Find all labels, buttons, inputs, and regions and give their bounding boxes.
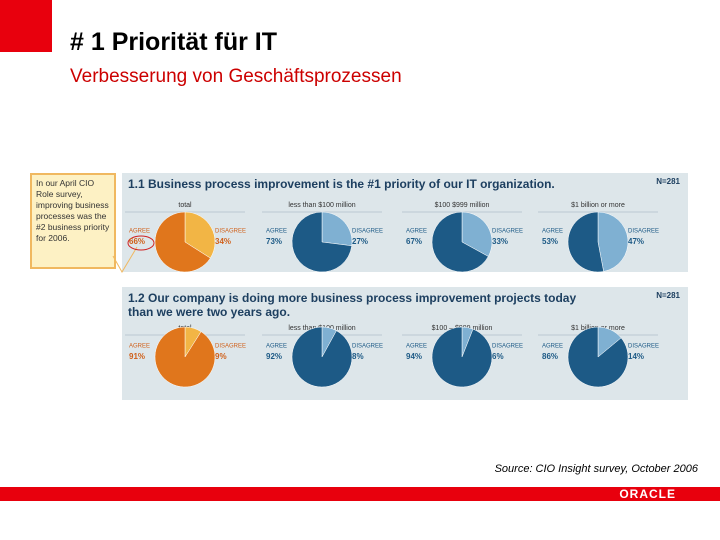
pie-slice [321, 211, 353, 247]
legend-label: AGREE [129, 229, 150, 235]
logo: ORACLE [619, 487, 676, 501]
legend-label: AGREE [542, 344, 563, 350]
value-label: 86% [542, 352, 558, 361]
legend-label: AGREE [266, 229, 287, 235]
value-label: 34% [215, 237, 231, 246]
pie-title: $100 $999 million [435, 202, 490, 209]
legend-label: DISAGREE [215, 229, 246, 235]
source: Source: CIO Insight survey, October 2006 [494, 463, 698, 475]
pie-title: less than $100 million [288, 202, 355, 209]
pie-title: total [178, 202, 192, 209]
legend-label: DISAGREE [492, 229, 523, 235]
pie-slice [431, 326, 493, 388]
highlight [127, 235, 155, 251]
legend-label: DISAGREE [492, 344, 523, 350]
panel-n: N=281 [656, 291, 680, 300]
value-label: 67% [406, 237, 422, 246]
value-label: 53% [542, 237, 558, 246]
pie-slice [154, 211, 211, 273]
value-label: 73% [266, 237, 282, 246]
value-label: 66% [129, 237, 145, 246]
legend-label: DISAGREE [352, 344, 383, 350]
value-label: 92% [266, 352, 282, 361]
pie-slice [291, 211, 353, 273]
value-label: 6% [492, 352, 504, 361]
pie-slice [567, 211, 604, 273]
pie-title: $1 billion or more [571, 202, 625, 209]
panel-title: 1.2 Our company is doing more business p… [128, 291, 577, 319]
value-label: 47% [628, 237, 644, 246]
slide-title: # 1 Priorität für IT [70, 28, 277, 56]
legend-label: AGREE [542, 229, 563, 235]
footer-bar [0, 487, 720, 501]
value-label: 91% [129, 352, 145, 361]
pie-slice [461, 211, 493, 257]
value-label: 33% [492, 237, 508, 246]
legend-label: AGREE [129, 344, 150, 350]
legend-label: AGREE [266, 344, 287, 350]
value-label: 9% [215, 352, 227, 361]
legend-label: DISAGREE [628, 344, 659, 350]
legend-label: AGREE [406, 229, 427, 235]
note-box: In our April CIO Role survey, improving … [30, 173, 116, 269]
legend-label: DISAGREE [352, 229, 383, 235]
slide-subtitle: Verbesserung von Geschäftsprozessen [70, 66, 402, 87]
value-label: 8% [352, 352, 364, 361]
value-label: 94% [406, 352, 422, 361]
value-label: 14% [628, 352, 644, 361]
panel-title: 1.1 Business process improvement is the … [128, 177, 555, 191]
panel-n: N=281 [656, 177, 680, 186]
legend-label: AGREE [406, 344, 427, 350]
connector [112, 246, 138, 273]
legend-label: DISAGREE [215, 344, 246, 350]
pie-slice [154, 326, 216, 388]
pie-slice [291, 326, 353, 388]
value-label: 27% [352, 237, 368, 246]
legend-label: DISAGREE [628, 229, 659, 235]
red-block [0, 0, 52, 52]
pie-slice [431, 211, 489, 273]
pie-slice [567, 326, 629, 388]
pie-slice [597, 211, 629, 272]
